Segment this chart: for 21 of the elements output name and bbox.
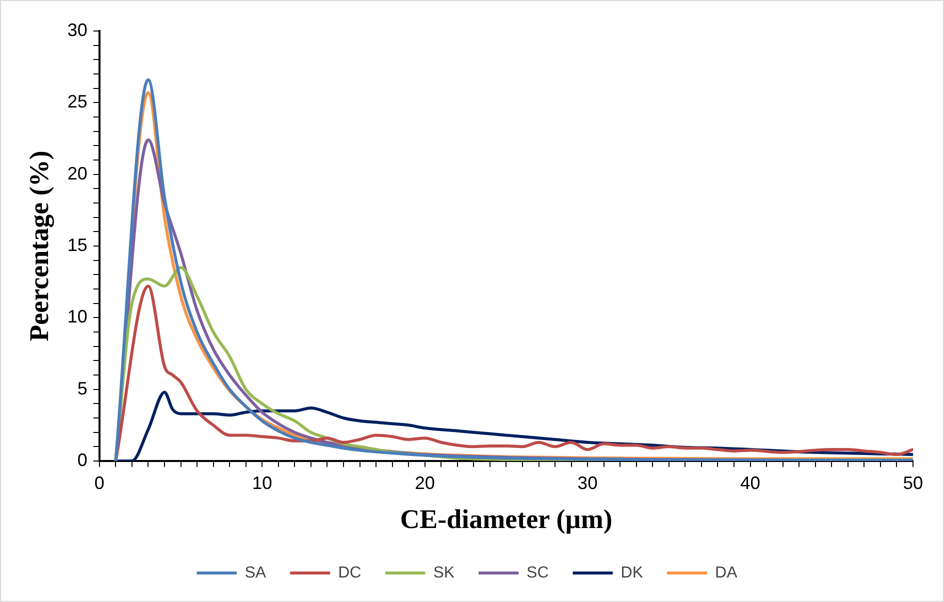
x-tick-label: 0 [94, 472, 104, 493]
legend-label: SA [244, 564, 266, 582]
y-tick-label: 20 [67, 163, 88, 184]
legend-label: SK [433, 564, 455, 582]
legend-label: DA [715, 564, 738, 582]
y-tick-label: 0 [77, 450, 88, 470]
y-tick-label: 25 [67, 92, 88, 112]
x-tick-label: 30 [578, 472, 598, 493]
y-tick-label: 30 [67, 20, 88, 40]
y-tick-label: 5 [77, 378, 88, 398]
x-tick-label: 10 [252, 472, 272, 493]
y-tick-label: 10 [67, 306, 88, 327]
x-tick-label: 40 [740, 472, 760, 493]
y-tick-label: 15 [67, 234, 88, 255]
legend-label: DC [338, 564, 362, 582]
y-axis-title: Peercentage (%) [24, 150, 54, 342]
x-tick-label: 50 [902, 472, 924, 493]
legend-label: DK [620, 564, 644, 582]
x-tick-label: 20 [414, 472, 435, 493]
x-axis-title: CE-diameter (µm) [400, 504, 612, 534]
legend-label: SC [526, 564, 549, 582]
